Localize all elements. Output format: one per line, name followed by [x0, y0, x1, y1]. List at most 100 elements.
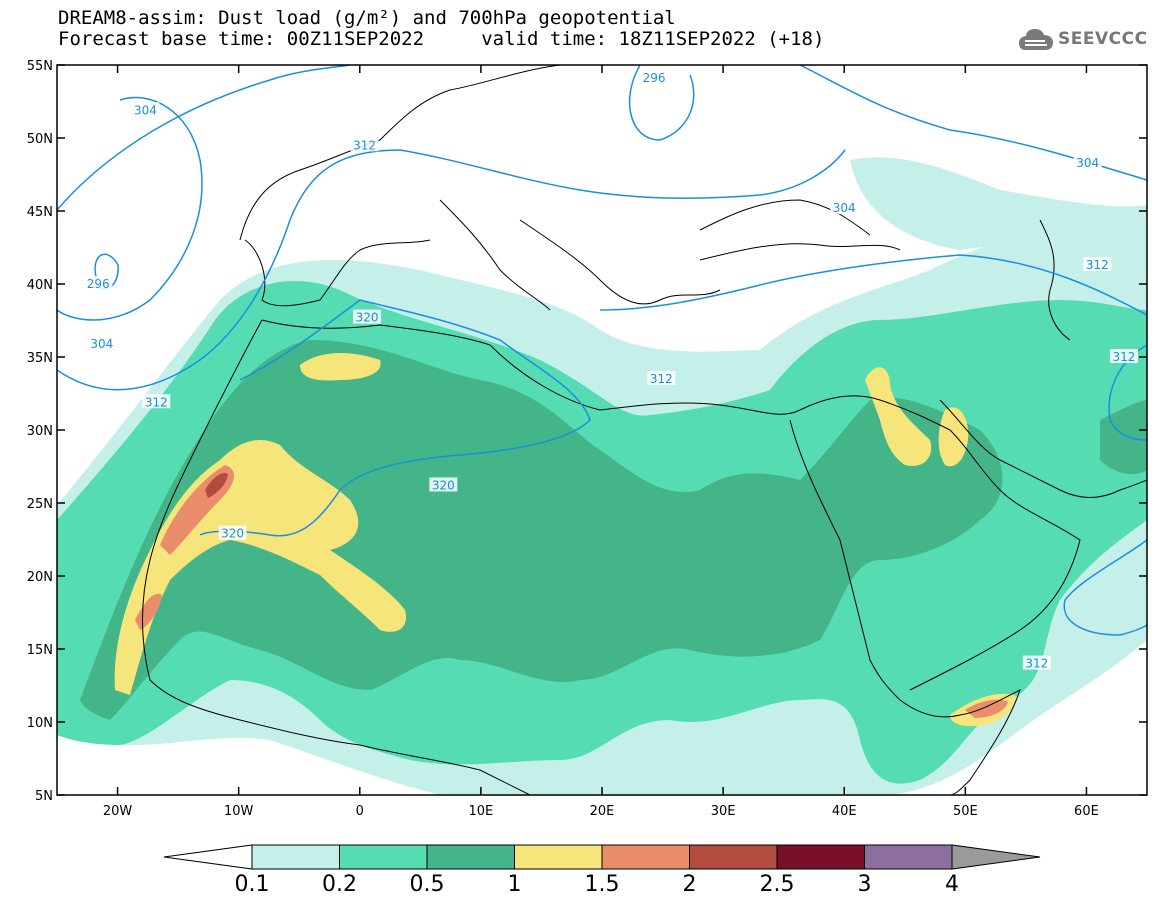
coast-italy [439, 199, 551, 311]
lat-label: 40N [27, 278, 53, 293]
lat-label: 10N [27, 716, 53, 731]
lat-label: 20N [27, 570, 53, 585]
title-line-1: DREAM8-assim: Dust load (g/m²) and 700hP… [58, 7, 676, 29]
contour-label-bg [429, 477, 458, 492]
colorbar-label: 1.5 [585, 872, 620, 897]
colorbar-label: 3 [858, 872, 872, 897]
lat-label: 30N [27, 424, 53, 439]
colorbar-swatch [339, 844, 428, 870]
coast-arabia [799, 395, 1081, 691]
contour-label: 312 [1113, 350, 1136, 364]
dust-region-orange-3 [965, 699, 1008, 718]
contour-304-west [57, 96, 203, 321]
colorbar: 0.1 0.2 0.5 1 1.5 2 2.5 3 4 [163, 844, 1041, 897]
coast-caspian [1039, 219, 1071, 341]
coast-europe-north [239, 65, 561, 241]
cloud-icon [1019, 29, 1053, 50]
coast-balkans [519, 219, 721, 305]
longitude-axis: 20W 10W 0 10E 20E 30E 40E 50E 60E [103, 65, 1099, 819]
dust-region-yellow-ne [865, 367, 932, 466]
contour-312-east [599, 254, 1147, 316]
lat-label: 5N [35, 789, 53, 804]
contour-label: 304 [833, 201, 856, 215]
contour-label-bg [1022, 655, 1051, 670]
colorbar-swatch [514, 844, 603, 870]
contour-label: 312 [650, 372, 673, 386]
contour-320 [199, 299, 591, 537]
contour-label-bg [87, 335, 116, 350]
dust-region-high-east [1100, 400, 1147, 475]
colorbar-label: 0.5 [410, 872, 445, 897]
coast-gulf-guinea [359, 744, 531, 795]
colorbar-left-arrow [163, 844, 253, 870]
colorbar-label: 1 [508, 872, 522, 897]
dust-fields [57, 157, 1147, 795]
colorbar-label: 0.1 [235, 872, 270, 897]
colorbar-swatch [426, 844, 515, 870]
contour-label: 304 [90, 337, 113, 351]
logo-text: SEEVCCC [1058, 29, 1148, 49]
contour-label: 320 [356, 311, 379, 325]
dust-region-yellow-north [300, 353, 381, 381]
contour-label-bg [142, 394, 171, 409]
contour-label: 296 [87, 277, 110, 291]
contour-label: 304 [134, 103, 157, 117]
contour-312-west [57, 149, 846, 391]
colorbar-swatch [776, 844, 865, 870]
lon-label: 10W [224, 804, 254, 819]
coast-horn-africa [899, 689, 1021, 795]
contour-296-north [628, 65, 695, 141]
coast-iberia [244, 239, 431, 307]
contour-labels: 304 296 312 304 304 296 304 312 320 312 312 312 320 3… [84, 70, 1138, 671]
contour-label: 312 [353, 138, 376, 152]
colorbar-swatch [689, 844, 778, 870]
contour-label: 304 [1076, 156, 1099, 170]
lat-label: 35N [27, 351, 53, 366]
lon-label: 10E [469, 804, 494, 819]
lon-label: 30E [711, 804, 736, 819]
colorbar-label: 2.5 [760, 872, 795, 897]
contour-label: 320 [221, 527, 244, 541]
contour-label-bg [218, 525, 247, 540]
contour-label-bg [350, 137, 379, 152]
lat-label: 45N [27, 205, 53, 220]
coast-black-sea [699, 199, 871, 236]
colorbar-label: 4 [945, 872, 959, 897]
lon-label: 40E [832, 804, 857, 819]
lat-label: 15N [27, 643, 53, 658]
dust-region-orange-2 [135, 593, 162, 630]
colorbar-label: 0.2 [322, 872, 357, 897]
coast-west-africa [142, 319, 361, 746]
seevccc-logo: SEEVCCC [1018, 26, 1148, 52]
geopotential-contours [57, 65, 1147, 636]
contour-label: 296 [643, 71, 666, 85]
contour-label-bg [1073, 154, 1102, 169]
dust-region-light-ne [850, 157, 1147, 260]
dust-region-high [80, 340, 1003, 720]
coast-north-africa [261, 319, 801, 415]
lon-label: 20E [590, 804, 615, 819]
contour-label: 312 [1025, 657, 1048, 671]
colorbar-right-arrow [951, 844, 1041, 870]
coast-persian-gulf [939, 399, 1147, 498]
contour-label-bg [1109, 349, 1138, 363]
coast-anatolia [699, 243, 901, 261]
contour-label-bg [353, 309, 382, 324]
dust-region-red [205, 472, 228, 498]
dust-region-yellow-gulf [938, 407, 969, 467]
contour-label-bg [84, 276, 113, 290]
contour-label: 320 [432, 478, 455, 492]
colorbar-swatch [601, 844, 690, 870]
lon-label: 20W [103, 804, 133, 819]
lon-label: 0 [356, 804, 364, 819]
lat-label: 25N [27, 497, 53, 512]
coastlines [142, 65, 1147, 795]
map-title: DREAM8-assim: Dust load (g/m²) and 700hP… [58, 8, 824, 50]
contour-label: 312 [1086, 258, 1109, 272]
contour-label: 312 [145, 395, 168, 409]
lat-label: 55N [27, 59, 53, 74]
colorbar-swatch [251, 844, 340, 870]
lon-label: 50E [953, 804, 978, 819]
contour-label-bg [647, 370, 676, 385]
